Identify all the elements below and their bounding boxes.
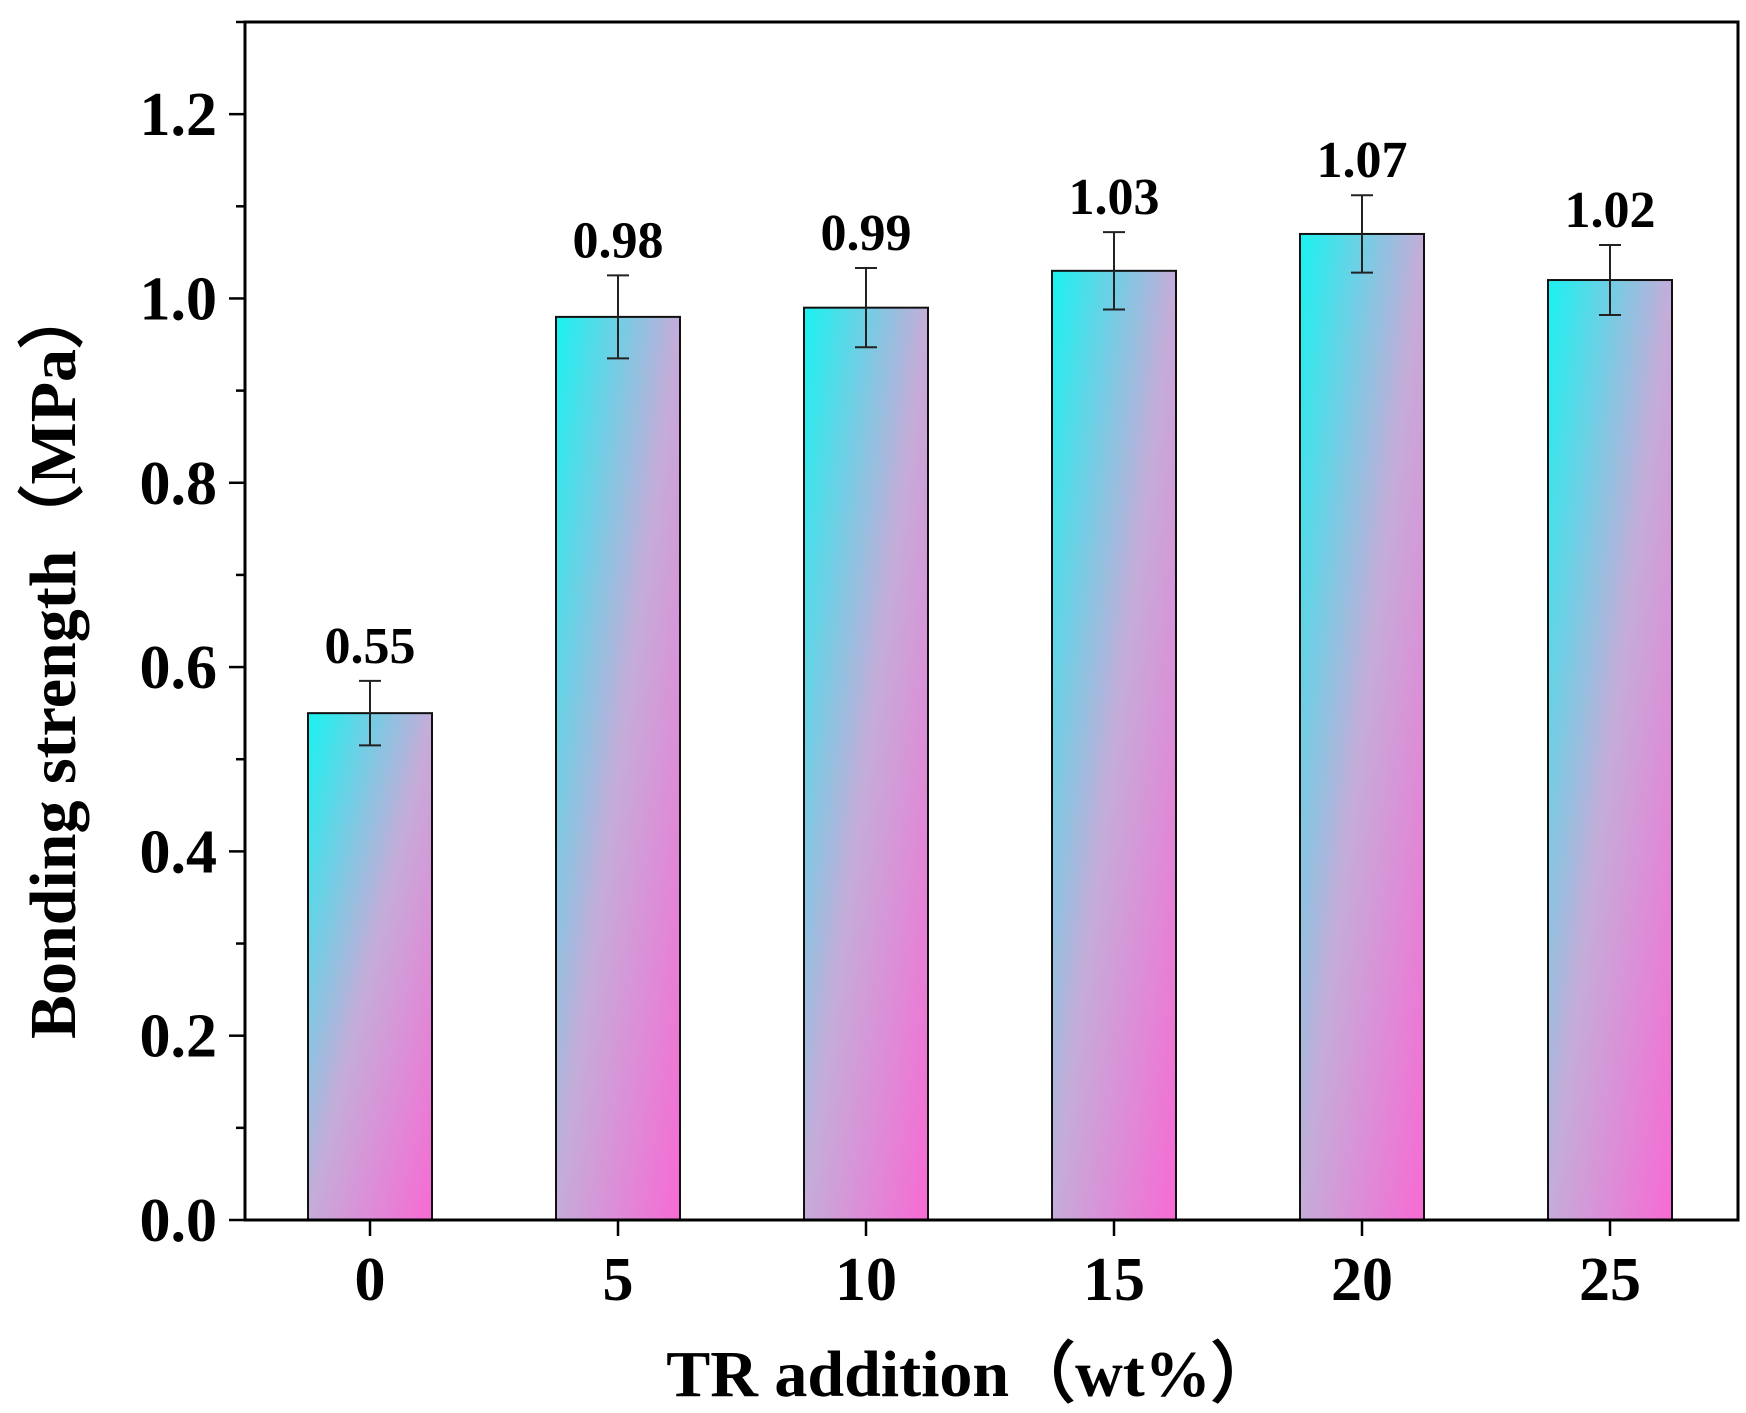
x-tick-label-25: 25 bbox=[1579, 1246, 1641, 1314]
value-label-15: 1.03 bbox=[1069, 169, 1160, 226]
x-tick-label-0: 0 bbox=[355, 1246, 386, 1314]
y-tick-label-1.2: 1.2 bbox=[140, 81, 218, 149]
x-axis-title: TR addition（wt%） bbox=[666, 1337, 1277, 1411]
value-label-20: 1.07 bbox=[1317, 132, 1408, 189]
axes-layer bbox=[229, 20, 1740, 1236]
bar-15 bbox=[1051, 269, 1177, 1222]
error-bars-layer bbox=[359, 194, 1621, 747]
x-tick-label-20: 20 bbox=[1331, 1246, 1393, 1314]
y-tick-label-0.2: 0.2 bbox=[140, 1003, 218, 1071]
y-tick-label-0.0: 0.0 bbox=[140, 1187, 218, 1255]
value-label-0: 0.55 bbox=[325, 618, 416, 675]
bar-20 bbox=[1299, 232, 1425, 1221]
x-tick-label-15: 15 bbox=[1083, 1246, 1145, 1314]
bar-5 bbox=[555, 315, 681, 1221]
bar-0 bbox=[307, 712, 433, 1222]
y-tick-label-1.0: 1.0 bbox=[140, 265, 218, 333]
bars-layer bbox=[307, 232, 1673, 1222]
value-label-5: 0.98 bbox=[573, 212, 664, 269]
bar-25 bbox=[1547, 279, 1673, 1221]
bar-10 bbox=[803, 306, 929, 1221]
plot-frame bbox=[243, 20, 1740, 1222]
x-tick-label-5: 5 bbox=[603, 1246, 634, 1314]
y-tick-label-0.8: 0.8 bbox=[140, 450, 218, 518]
value-label-25: 1.02 bbox=[1565, 182, 1656, 239]
y-tick-label-0.6: 0.6 bbox=[140, 634, 218, 702]
labels-layer: 0.55 0 0.98 5 0.99 10 1.03 15 1.07 20 1.02 25 0.0 0.2… bbox=[140, 81, 1656, 1314]
x-tick-label-10: 10 bbox=[835, 1246, 897, 1314]
y-tick-label-0.4: 0.4 bbox=[140, 818, 218, 886]
y-axis-title: Bonding strength（MPa） bbox=[16, 283, 90, 1039]
value-label-10: 0.99 bbox=[821, 205, 912, 262]
